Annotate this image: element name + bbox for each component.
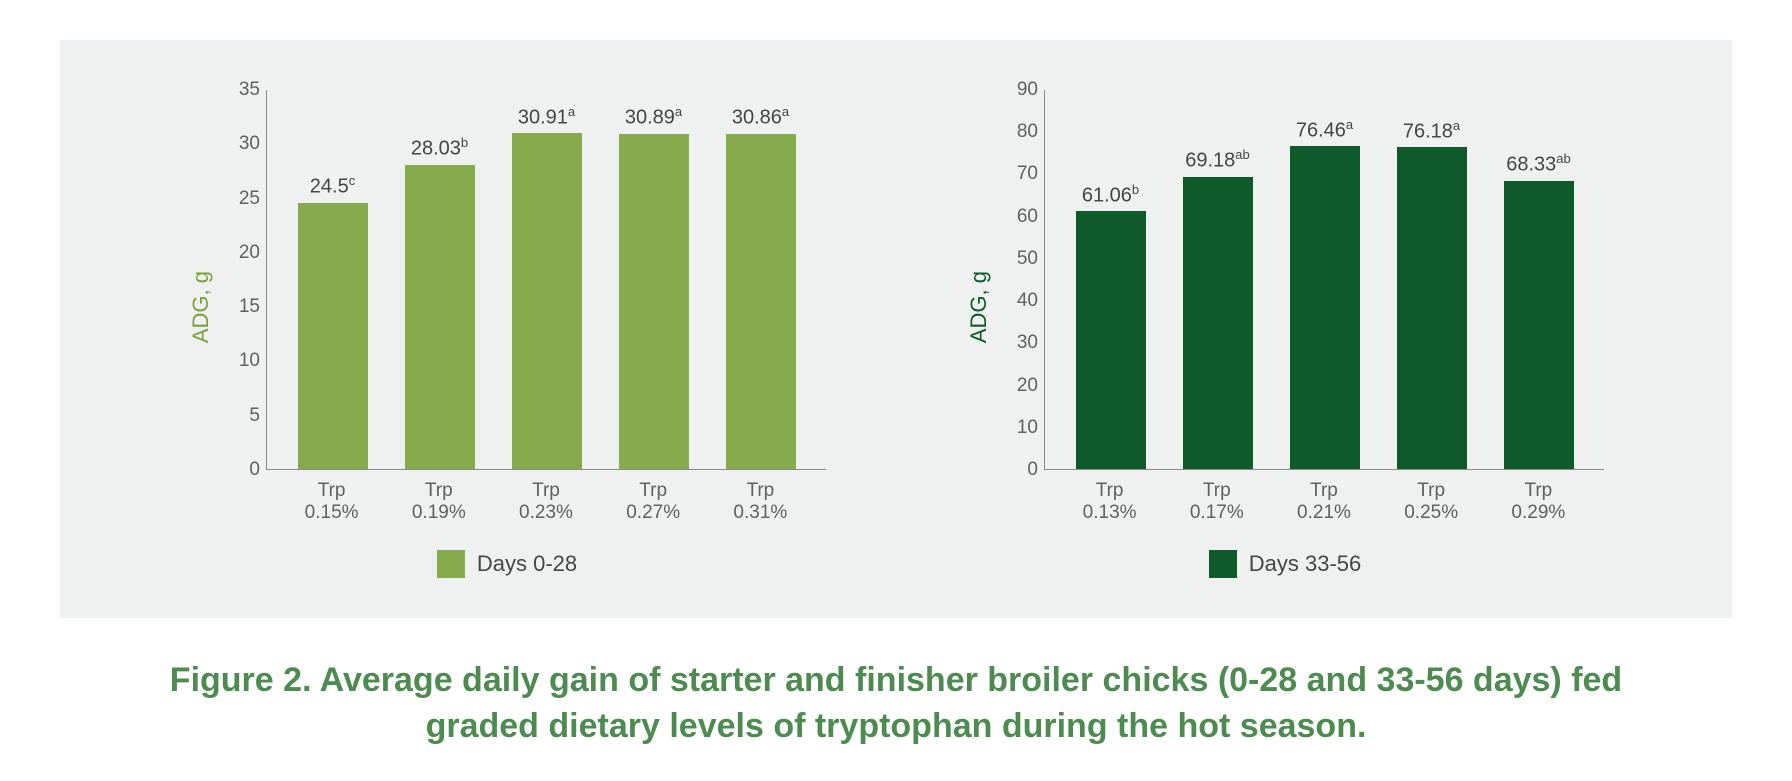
bar-slot: 76.46a	[1283, 90, 1367, 469]
chart-left: ADG, g 05101520253035 24.5c28.03b30.91a3…	[188, 90, 826, 578]
ytick: 30	[239, 133, 260, 155]
bar-value-label: 28.03b	[370, 135, 510, 161]
bar	[619, 134, 689, 469]
ytick: 60	[1017, 206, 1038, 228]
bar	[1076, 211, 1146, 469]
ytick: 10	[1017, 417, 1038, 439]
xlabel: Trp 0.27%	[611, 480, 695, 524]
legend-label: Days 0-28	[477, 551, 577, 577]
bar-value-label: 61.06b	[1041, 182, 1181, 208]
ytick: 35	[239, 79, 260, 101]
bar-slot: 68.33ab	[1497, 90, 1581, 469]
bar	[1183, 177, 1253, 469]
bar-slot: 30.86a	[719, 90, 803, 469]
figure-caption: Figure 2. Average daily gain of starter …	[60, 658, 1732, 750]
figure-2: ADG, g 05101520253035 24.5c28.03b30.91a3…	[0, 0, 1792, 770]
chart-left-ylabel: ADG, g	[188, 271, 214, 343]
bar	[1504, 181, 1574, 470]
xlabel: Trp 0.21%	[1282, 480, 1366, 524]
ytick: 30	[1017, 332, 1038, 354]
xlabel: Trp 0.13%	[1068, 480, 1152, 524]
ytick: 10	[239, 350, 260, 372]
bar-slot: 76.18a	[1390, 90, 1474, 469]
legend-swatch-icon	[1209, 550, 1237, 578]
bar-slot: 69.18ab	[1176, 90, 1260, 469]
chart-left-legend: Days 0-28	[437, 550, 577, 578]
xlabel: Trp 0.17%	[1175, 480, 1259, 524]
bar	[298, 203, 368, 469]
chart-right-yaxis: 0102030405060708090	[1000, 90, 1044, 470]
ytick: 40	[1017, 290, 1038, 312]
bar-slot: 30.89a	[612, 90, 696, 469]
chart-panel: ADG, g 05101520253035 24.5c28.03b30.91a3…	[60, 40, 1732, 618]
chart-right-xaxis: Trp 0.13% Trp 0.17% Trp 0.21% Trp 0.25% Trp …	[1044, 470, 1604, 524]
bar	[405, 165, 475, 469]
ytick: 20	[1017, 375, 1038, 397]
ytick: 15	[239, 296, 260, 318]
ytick: 20	[239, 242, 260, 264]
xlabel: Trp 0.15%	[290, 480, 374, 524]
ytick: 50	[1017, 248, 1038, 270]
xlabel: Trp 0.31%	[718, 480, 802, 524]
bar-value-label: 24.5c	[263, 173, 403, 199]
bar-slot: 28.03b	[398, 90, 482, 469]
bar	[512, 133, 582, 469]
chart-right-legend: Days 33-56	[1209, 550, 1362, 578]
xlabel: Trp 0.19%	[397, 480, 481, 524]
ytick: 90	[1017, 79, 1038, 101]
bar-value-label: 68.33ab	[1469, 151, 1609, 177]
ytick: 25	[239, 188, 260, 210]
xlabel: Trp 0.25%	[1389, 480, 1473, 524]
ytick: 70	[1017, 163, 1038, 185]
chart-right-ylabel: ADG, g	[966, 271, 992, 343]
chart-left-plot: 24.5c28.03b30.91a30.89a30.86a	[266, 90, 826, 470]
bar-value-label: 76.18a	[1362, 118, 1502, 144]
legend-swatch-icon	[437, 550, 465, 578]
ytick: 80	[1017, 121, 1038, 143]
chart-right-plotarea: ADG, g 0102030405060708090 61.06b69.18ab…	[966, 90, 1604, 524]
bar-slot: 24.5c	[291, 90, 375, 469]
chart-right-bars: 61.06b69.18ab76.46a76.18a68.33ab	[1045, 90, 1604, 469]
chart-left-plotarea: ADG, g 05101520253035 24.5c28.03b30.91a3…	[188, 90, 826, 524]
bar	[1397, 147, 1467, 469]
xlabel: Trp 0.29%	[1496, 480, 1580, 524]
ytick: 5	[249, 405, 260, 427]
chart-right: ADG, g 0102030405060708090 61.06b69.18ab…	[966, 90, 1604, 578]
ytick: 0	[1027, 459, 1038, 481]
bar-value-label: 30.86a	[691, 104, 831, 130]
bar	[726, 134, 796, 469]
xlabel: Trp 0.23%	[504, 480, 588, 524]
bar-slot: 61.06b	[1069, 90, 1153, 469]
legend-label: Days 33-56	[1249, 551, 1362, 577]
ytick: 0	[249, 459, 260, 481]
chart-left-bars: 24.5c28.03b30.91a30.89a30.86a	[267, 90, 826, 469]
chart-left-xaxis: Trp 0.15% Trp 0.19% Trp 0.23% Trp 0.27% Trp …	[266, 470, 826, 524]
chart-left-yaxis: 05101520253035	[222, 90, 266, 470]
bar-value-label: 69.18ab	[1148, 147, 1288, 173]
bar-slot: 30.91a	[505, 90, 589, 469]
chart-right-plot: 61.06b69.18ab76.46a76.18a68.33ab	[1044, 90, 1604, 470]
bar	[1290, 146, 1360, 469]
